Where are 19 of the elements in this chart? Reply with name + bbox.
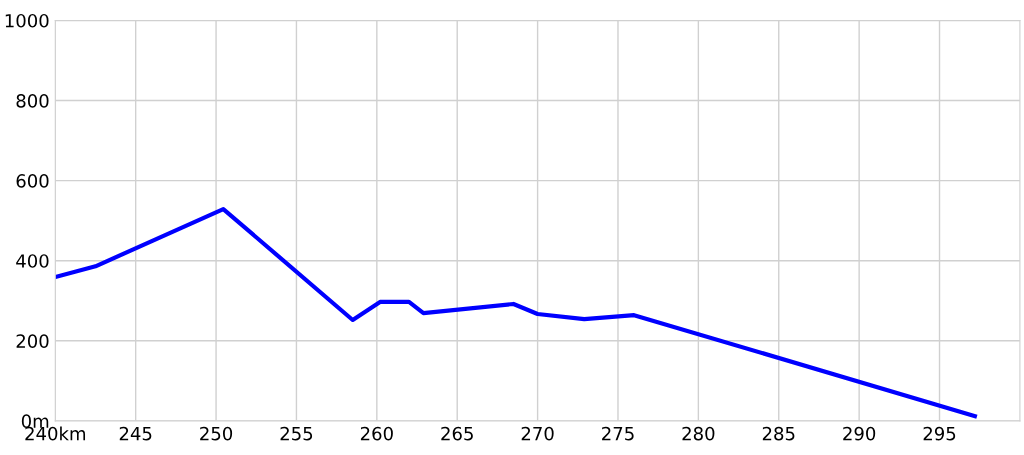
y-tick-label: 600 [16, 174, 49, 188]
x-tick-label: 290 [843, 426, 876, 441]
x-tick-label: 275 [602, 426, 634, 441]
x-tick-label: 295 [923, 426, 956, 441]
x-tick-label: 270 [521, 426, 554, 441]
x-tick-label: 285 [762, 426, 795, 441]
x-tick-label: 240km [25, 426, 86, 441]
x-tick-label: 280 [682, 426, 715, 441]
x-tick-label: 255 [280, 426, 313, 441]
y-tick-label: 400 [16, 254, 49, 268]
line-series [55, 206, 977, 419]
y-tick-label: 1000 [5, 13, 49, 28]
x-tick-label: 265 [441, 426, 473, 441]
y-tick-label: 0m [21, 414, 49, 428]
x-tick-label: 245 [119, 426, 152, 441]
y-tick-label: 800 [16, 94, 49, 108]
x-tick-label: 250 [200, 426, 233, 441]
y-tick-label: 200 [16, 334, 49, 348]
x-tick-label: 260 [360, 426, 393, 441]
